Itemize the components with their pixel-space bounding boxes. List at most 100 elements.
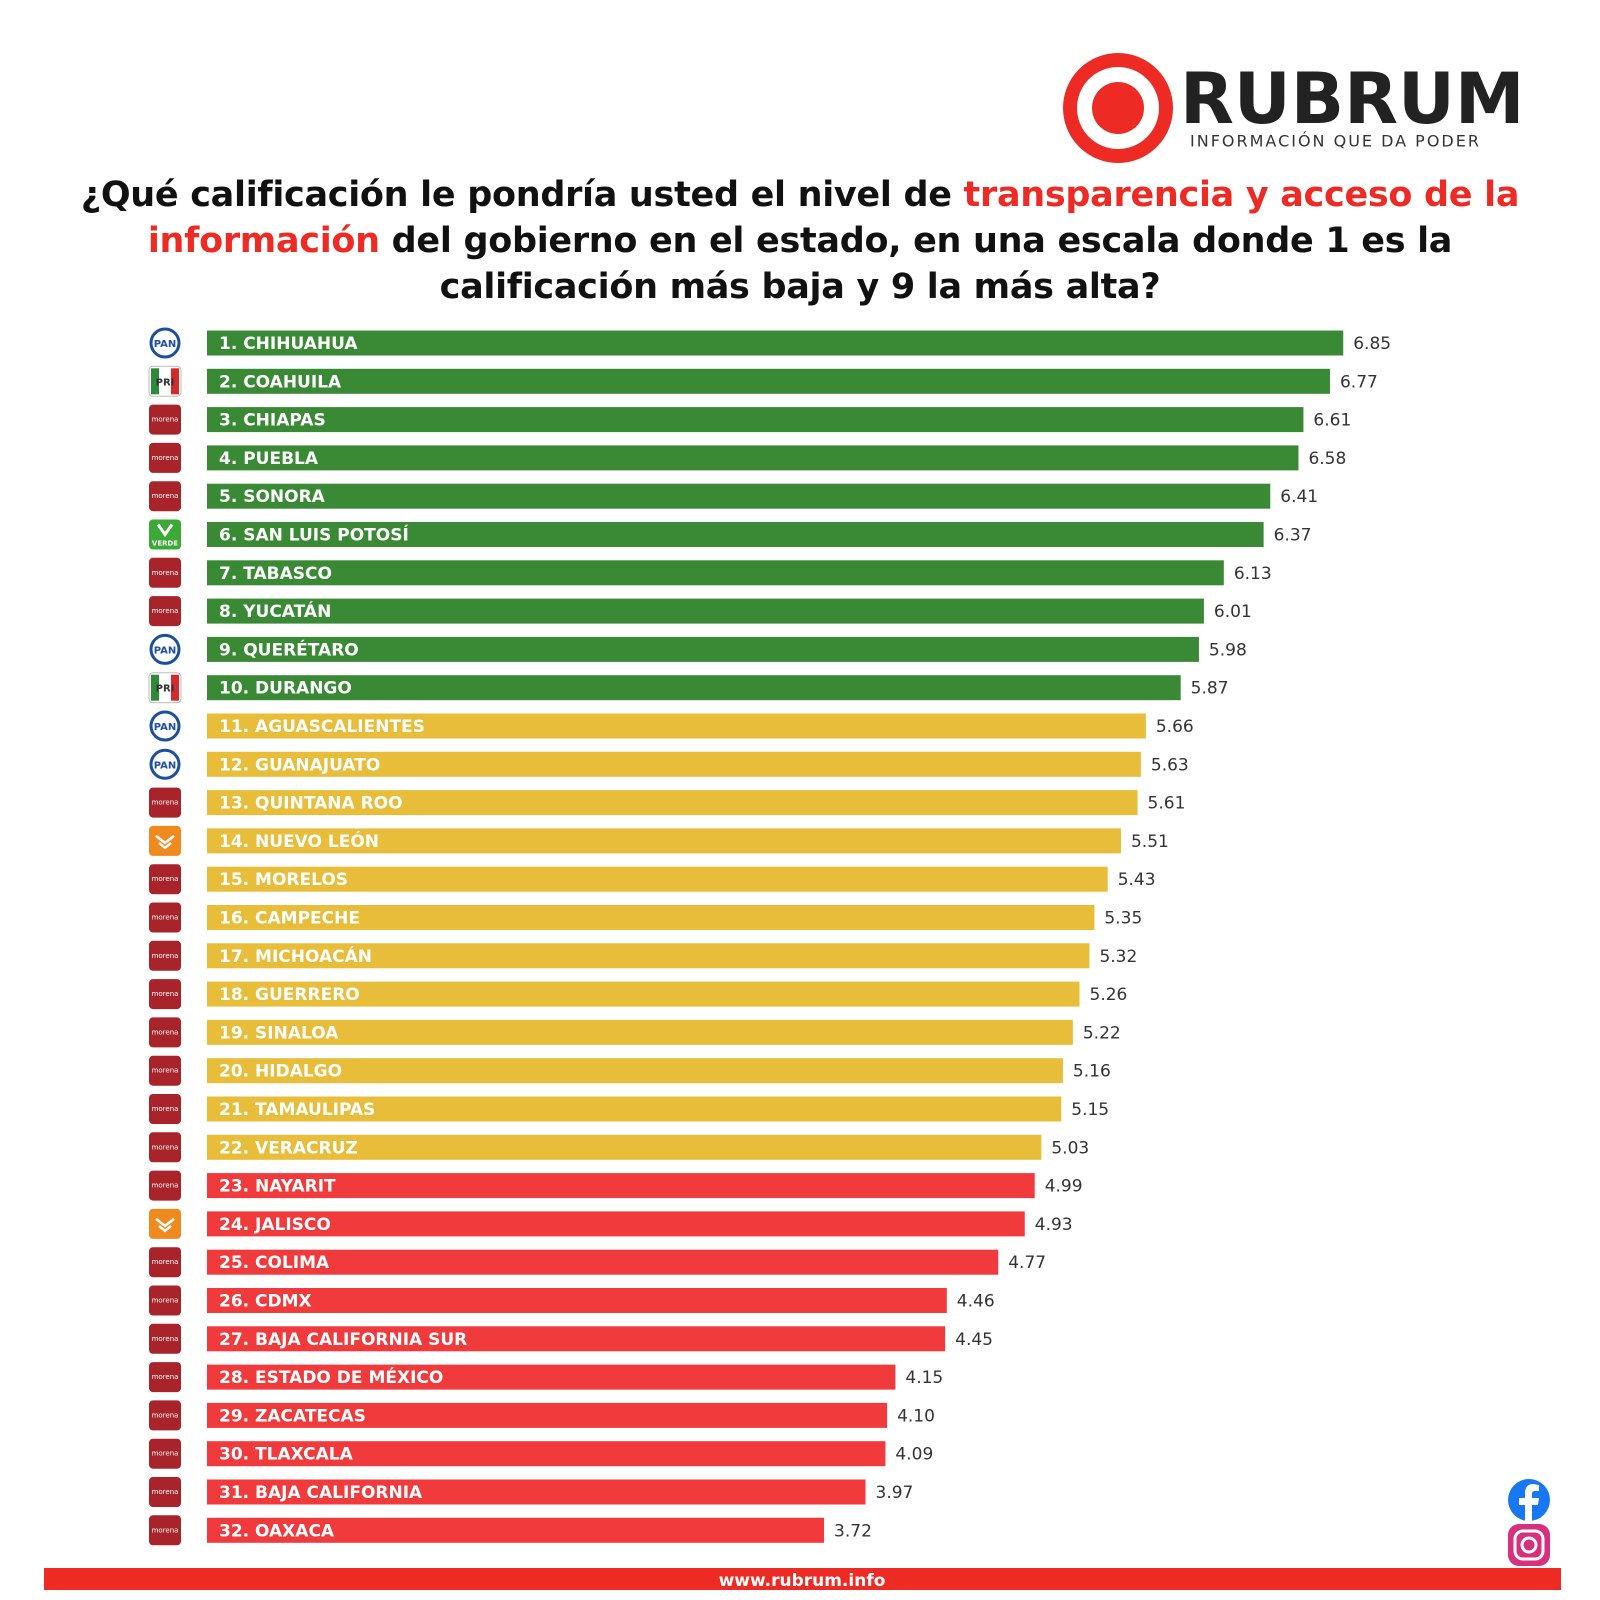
party-logo: morena: [149, 404, 181, 435]
logo-ring: [1063, 53, 1173, 163]
party-name: morena: [152, 1143, 179, 1151]
party-name: PAN: [154, 645, 177, 656]
logo-bg: [149, 1132, 181, 1163]
logo-bg: [149, 825, 181, 856]
logo-bg: [149, 1170, 181, 1201]
party-name: morena: [152, 1105, 179, 1113]
logo-bg: [149, 481, 181, 512]
bar: [207, 751, 1141, 777]
logo-mark: [155, 834, 175, 850]
logo-bg: [149, 787, 181, 818]
logo-bg: [149, 596, 181, 627]
party-name: PAN: [154, 760, 177, 771]
logo-bg: [149, 1285, 181, 1316]
value-label: 5.61: [1148, 794, 1186, 814]
party-name: VERDE: [152, 540, 178, 548]
bar: [207, 866, 1108, 892]
party-name: morena: [152, 1526, 179, 1534]
party-logo: morena: [149, 902, 181, 933]
category-label: 16. CAMPECHE: [219, 909, 360, 929]
party-logo: PRI: [148, 365, 182, 397]
party-name: morena: [152, 1067, 179, 1075]
party-logo: [149, 825, 181, 856]
bar: [207, 1058, 1063, 1084]
category-label: 28. ESTADO DE MÉXICO: [219, 1366, 443, 1388]
value-label: 5.98: [1209, 640, 1247, 660]
category-label: 6. SAN LUIS POTOSÍ: [219, 524, 409, 546]
party-name: morena: [152, 1182, 179, 1190]
chart-title: ¿Qué calificación le pondría usted el ni…: [55, 172, 1545, 310]
party-name: morena: [152, 607, 179, 615]
party-name: morena: [152, 492, 179, 500]
party-name: morena: [152, 952, 179, 960]
logo-bg: [149, 1323, 181, 1354]
bar: [207, 560, 1224, 586]
value-label: 6.13: [1234, 564, 1272, 584]
logo-bg: [149, 1515, 181, 1546]
category-label: 21. TAMAULIPAS: [219, 1100, 375, 1120]
bar: [207, 330, 1344, 356]
logo-bg: [149, 1208, 181, 1239]
value-label: 4.46: [957, 1292, 995, 1312]
party-logo: PAN: [149, 633, 181, 665]
value-label: 5.22: [1083, 1023, 1121, 1043]
logo-ring: [149, 748, 181, 780]
party-name: PAN: [154, 722, 177, 733]
bar: [207, 1326, 946, 1352]
category-label: 27. BAJA CALIFORNIA SUR: [219, 1330, 467, 1350]
logo-red: [171, 674, 179, 701]
category-label: 29. ZACATECAS: [219, 1406, 366, 1426]
value-label: 6.41: [1280, 487, 1318, 507]
party-name: morena: [152, 454, 179, 462]
party-logo: morena: [149, 1323, 181, 1354]
value-label: 4.09: [895, 1445, 933, 1465]
instagram-frame: [1513, 1529, 1545, 1561]
category-label: 30. TLAXCALA: [219, 1445, 354, 1465]
bar: [207, 522, 1264, 547]
value-label: 5.43: [1118, 870, 1156, 890]
bar: [207, 675, 1181, 701]
value-label: 4.93: [1035, 1215, 1073, 1235]
value-label: 4.45: [955, 1330, 993, 1350]
party-name: morena: [152, 1373, 179, 1381]
logo-bg: [149, 1017, 181, 1048]
logo-green: [151, 674, 159, 701]
party-name: morena: [152, 1258, 179, 1266]
value-label: 3.97: [876, 1483, 914, 1503]
bar: [207, 1019, 1073, 1045]
bar: [207, 1402, 888, 1428]
category-label: 2. COAHUILA: [219, 372, 342, 392]
party-name: PAN: [154, 339, 177, 350]
party-name: PRI: [156, 684, 175, 695]
bar: [207, 905, 1095, 930]
party-logo: morena: [149, 1017, 181, 1048]
category-label: 15. MORELOS: [219, 870, 348, 890]
category-label: 9. QUERÉTARO: [219, 638, 359, 660]
bar: [207, 598, 1204, 624]
party-logo: morena: [149, 1400, 181, 1431]
tagline: INFORMACIÓN QUE DA PODER: [1190, 132, 1481, 151]
bar: [207, 483, 1271, 509]
party-logo: [149, 1208, 181, 1239]
logo-ring: [149, 327, 181, 359]
category-label: 24. JALISCO: [219, 1215, 331, 1235]
category-label: 32. OAXACA: [219, 1521, 335, 1541]
bar: [207, 1173, 1035, 1199]
value-label: 6.01: [1214, 602, 1252, 622]
value-label: 3.72: [834, 1521, 872, 1541]
category-label: 14. NUEVO LEÓN: [219, 830, 379, 852]
party-logo: PAN: [149, 327, 181, 359]
bar: [207, 828, 1121, 854]
party-name: morena: [152, 990, 179, 998]
value-label: 6.58: [1308, 449, 1346, 469]
category-label: 22. VERACRUZ: [219, 1138, 358, 1158]
party-logo: morena: [149, 1132, 181, 1163]
value-label: 5.16: [1073, 1062, 1111, 1082]
party-name: morena: [152, 569, 179, 577]
party-logo: morena: [149, 1055, 181, 1086]
category-label: 20. HIDALGO: [219, 1062, 342, 1082]
bar: [207, 1288, 947, 1313]
category-label: 18. GUERRERO: [219, 985, 360, 1005]
bar: [207, 1134, 1042, 1160]
